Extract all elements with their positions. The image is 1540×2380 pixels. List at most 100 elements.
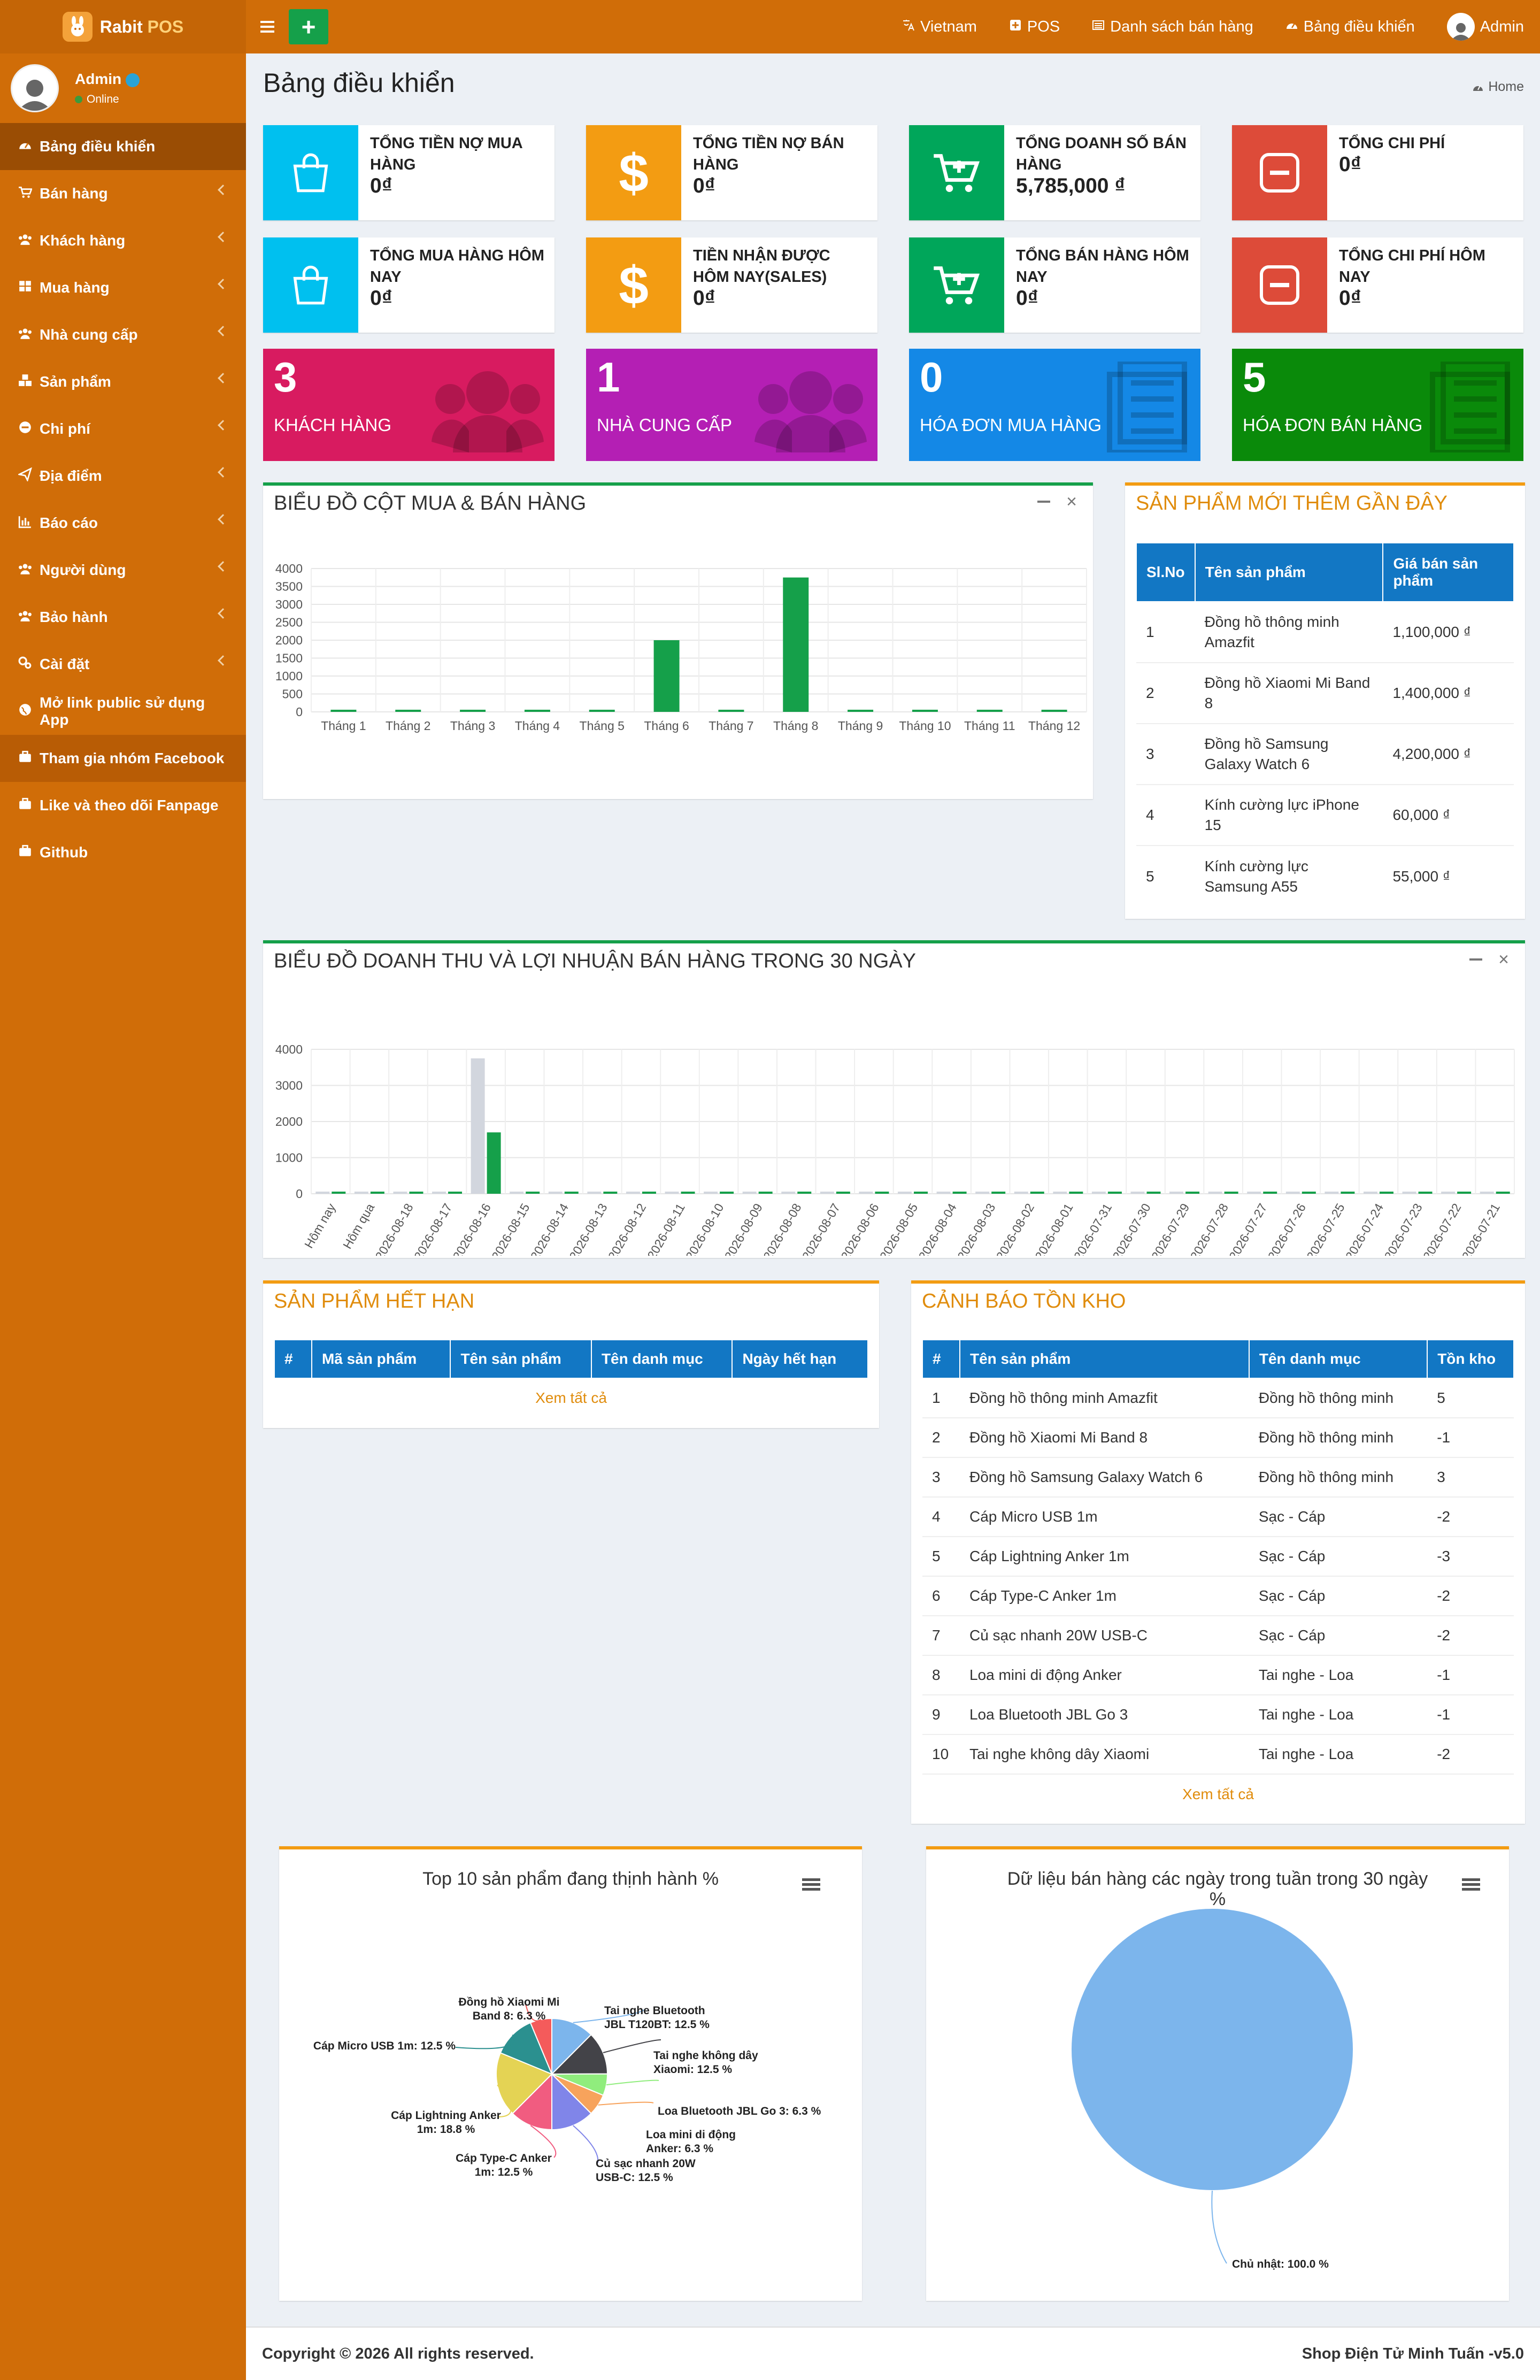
bar[interactable] <box>936 1192 951 1194</box>
close-icon[interactable]: × <box>1066 492 1077 512</box>
bar[interactable] <box>409 1192 424 1194</box>
pie-menu-icon[interactable] <box>1462 1878 1480 1891</box>
bar[interactable] <box>1441 1192 1456 1194</box>
column-header[interactable]: Tên danh mục <box>590 1339 733 1379</box>
bar[interactable] <box>1379 1192 1393 1194</box>
stat-box-2[interactable]: 0 Hóa đơn mua hàng <box>909 349 1200 461</box>
sidebar-item-7[interactable]: Địa điểm <box>0 452 246 500</box>
column-header[interactable]: Tên sản phẩm <box>1194 542 1384 602</box>
table-row[interactable]: 5 Kính cường lực Samsung A55 55,000 ₫ <box>1136 845 1514 907</box>
bar[interactable] <box>315 1192 330 1194</box>
bar[interactable] <box>330 710 357 712</box>
app-logo[interactable]: Rabit POS <box>0 0 246 53</box>
bar[interactable] <box>1107 1192 1122 1194</box>
bar[interactable] <box>354 1192 368 1194</box>
sidebar-item-1[interactable]: Bán hàng <box>0 170 246 217</box>
stat-box-1[interactable]: 1 Nhà cung cấp <box>586 349 877 461</box>
table-row[interactable]: 3 Đồng hồ Samsung Galaxy Watch 6 Đồng hồ t… <box>922 1457 1514 1497</box>
bar[interactable] <box>665 1192 679 1194</box>
bar[interactable] <box>781 1192 796 1194</box>
table-row[interactable]: 1 Đồng hồ thông minh Amazfit 1,100,000 ₫ <box>1136 601 1514 663</box>
bar[interactable] <box>952 1192 967 1194</box>
bar[interactable] <box>912 710 938 712</box>
column-header[interactable]: Mã sản phẩm <box>311 1339 451 1379</box>
bar[interactable] <box>914 1192 928 1194</box>
bar[interactable] <box>1402 1192 1416 1194</box>
nav-item-0[interactable]: Vietnam <box>902 18 977 36</box>
nav-item-1[interactable]: POS <box>1009 18 1060 36</box>
column-header[interactable]: Tên danh mục <box>1248 1339 1428 1379</box>
bar[interactable] <box>626 1192 640 1194</box>
bar[interactable] <box>797 1192 812 1194</box>
bar[interactable] <box>653 640 680 712</box>
table-row[interactable]: 3 Đồng hồ Samsung Galaxy Watch 6 4,200,000… <box>1136 723 1514 785</box>
bar[interactable] <box>564 1192 579 1194</box>
column-header[interactable]: Ngày hết hạn <box>732 1339 868 1379</box>
sidebar-item-8[interactable]: Báo cáo <box>0 500 246 547</box>
bar[interactable] <box>758 1192 773 1194</box>
bar[interactable] <box>1169 1192 1184 1194</box>
bar[interactable] <box>1341 1192 1355 1194</box>
table-row[interactable]: 4 Cáp Micro USB 1m Sạc - Cáp -2 <box>922 1496 1514 1537</box>
sidebar-item-12[interactable]: Mở link public sử dụng App <box>0 688 246 735</box>
bar[interactable] <box>1325 1192 1339 1194</box>
column-header[interactable]: Tồn kho <box>1427 1339 1514 1379</box>
column-header[interactable]: Tên sản phẩm <box>959 1339 1250 1379</box>
column-header[interactable]: # <box>922 1339 960 1379</box>
bar[interactable] <box>718 710 744 712</box>
bar[interactable] <box>1091 1192 1106 1194</box>
info-box-5[interactable]: $ Tiền nhận được hôm nay(Sales) 0₫ <box>586 237 877 333</box>
pie-menu-icon[interactable] <box>802 1878 820 1891</box>
quick-add-button[interactable]: + <box>289 9 328 44</box>
bar[interactable] <box>1263 1192 1277 1194</box>
info-box-7[interactable]: Tổng chi phí hôm nay 0₫ <box>1232 237 1523 333</box>
stat-box-3[interactable]: 5 Hóa đơn bán hàng <box>1232 349 1523 461</box>
table-row[interactable]: 9 Loa Bluetooth JBL Go 3 Tai nghe - Loa -1 <box>922 1694 1514 1734</box>
see-all-link[interactable]: Xem tất cả <box>922 1774 1514 1814</box>
bar[interactable] <box>548 1192 563 1194</box>
nav-item-3[interactable]: Bảng điều khiển <box>1285 18 1415 36</box>
bar[interactable] <box>642 1192 656 1194</box>
bar[interactable] <box>471 1058 485 1194</box>
bar[interactable] <box>524 710 550 712</box>
pie-slice[interactable] <box>1071 1908 1354 2191</box>
bar[interactable] <box>526 1192 540 1194</box>
see-all-link[interactable]: Xem tất cả <box>274 1378 868 1417</box>
bar[interactable] <box>460 710 486 712</box>
breadcrumb[interactable]: Home <box>1472 79 1524 95</box>
bar[interactable] <box>720 1192 734 1194</box>
bar[interactable] <box>432 1192 446 1194</box>
bar[interactable] <box>1041 710 1067 712</box>
info-box-1[interactable]: $ Tổng tiền nợ bán hàng 0₫ <box>586 125 877 220</box>
table-row[interactable]: 2 Đồng hồ Xiaomi Mi Band 8 Đồng hồ thông m… <box>922 1417 1514 1457</box>
bar[interactable] <box>1480 1192 1494 1194</box>
table-row[interactable]: 10 Tai nghe không dây Xiaomi Tai nghe - Lo… <box>922 1734 1514 1774</box>
bar[interactable] <box>1069 1192 1083 1194</box>
pie-slice[interactable] <box>512 2072 552 2131</box>
table-row[interactable]: 6 Cáp Type-C Anker 1m Sạc - Cáp -2 <box>922 1576 1514 1616</box>
bar[interactable] <box>1053 1192 1067 1194</box>
bar[interactable] <box>332 1192 346 1194</box>
bar[interactable] <box>393 1192 407 1194</box>
bar[interactable] <box>603 1192 618 1194</box>
bar[interactable] <box>681 1192 695 1194</box>
sidebar-item-14[interactable]: Like và theo dõi Fanpage <box>0 782 246 829</box>
table-row[interactable]: 2 Đồng hồ Xiaomi Mi Band 8 1,400,000 ₫ <box>1136 662 1514 724</box>
user-menu[interactable]: Admin <box>1446 13 1524 41</box>
bar[interactable] <box>783 577 809 712</box>
bar[interactable] <box>1302 1192 1316 1194</box>
bar[interactable] <box>742 1192 757 1194</box>
sidebar-item-4[interactable]: Nhà cung cấp <box>0 311 246 358</box>
info-box-4[interactable]: Tổng mua hàng hôm nay 0₫ <box>263 237 555 333</box>
bar[interactable] <box>1130 1192 1145 1194</box>
table-row[interactable]: 4 Kính cường lực iPhone 15 60,000 ₫ <box>1136 784 1514 846</box>
close-icon[interactable]: × <box>1498 949 1509 970</box>
column-header[interactable]: Tên sản phẩm <box>450 1339 592 1379</box>
menu-toggle-icon[interactable] <box>246 0 289 53</box>
sidebar-item-9[interactable]: Người dùng <box>0 547 246 594</box>
sidebar-item-15[interactable]: Github <box>0 829 246 876</box>
info-box-0[interactable]: Tổng tiền nợ mua hàng 0₫ <box>263 125 555 220</box>
bar[interactable] <box>975 1192 990 1194</box>
table-row[interactable]: 1 Đồng hồ thông minh Amazfit Đồng hồ thông… <box>922 1378 1514 1418</box>
bar[interactable] <box>1247 1192 1261 1194</box>
